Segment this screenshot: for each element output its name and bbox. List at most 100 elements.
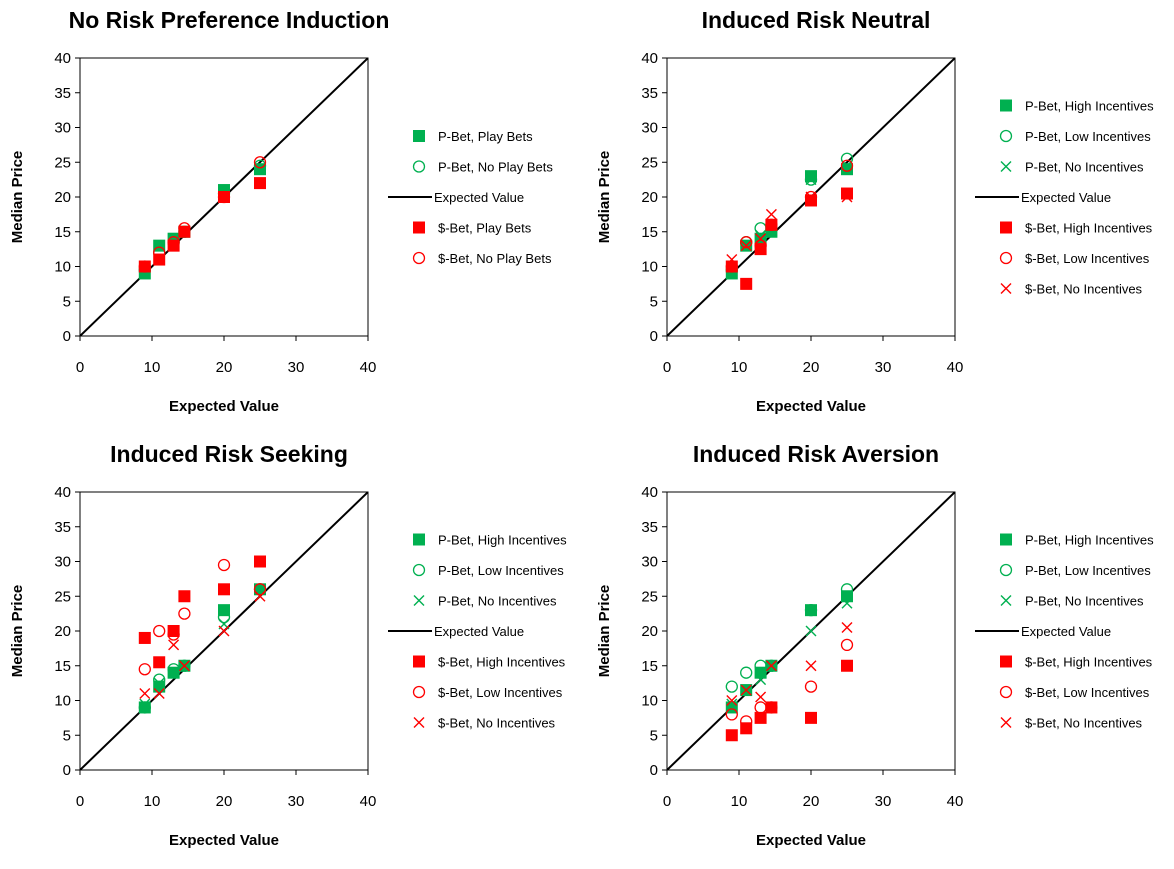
x-tick-label: 0 [663, 359, 671, 376]
point-p-bet-low-incentives [725, 680, 738, 693]
legend-label-p-bet-high-incentives: P-Bet, High Incentives [1025, 533, 1154, 548]
point-p-bet-no-incentives [139, 698, 151, 710]
y-tick-label: 0 [63, 328, 71, 345]
chart-title: Induced Risk Seeking [110, 441, 348, 467]
legend-swatch-p-bet-no-play-bets [412, 160, 426, 173]
point-p-bet-no-incentives [755, 229, 767, 241]
y-tick-label: 25 [54, 588, 71, 605]
point-dollar-bet-no-incentives [254, 590, 266, 602]
y-tick-label: 10 [641, 259, 658, 276]
point-p-bet-low-incentives [167, 663, 180, 676]
point-p-bet-low-incentives [804, 603, 818, 617]
point-dollar-bet-low-incentives [740, 236, 753, 249]
legend-label-dollar-bet-low-incentives: $-Bet, Low Incentives [1025, 251, 1150, 266]
legend-swatch-dollar-bet-no-incentives [413, 717, 425, 728]
point-dollar-bet-low-incentives [765, 701, 778, 714]
x-tick-label: 20 [803, 793, 820, 810]
y-tick-label: 0 [63, 762, 71, 779]
legend-label-dollar-bet-no-incentives: $-Bet, No Incentives [1025, 716, 1143, 731]
y-tick-label: 35 [641, 85, 658, 102]
point-p-bet-low-incentives [840, 152, 854, 165]
y-tick-label: 15 [54, 224, 71, 241]
point-dollar-bet-no-play-bets [217, 190, 231, 204]
y-tick-label: 5 [63, 727, 71, 744]
point-p-bet-high-incentives [138, 701, 151, 714]
chart-panel-no-risk-preference: No Risk Preference Induction 0 5 10 15 20 25 30… [0, 0, 587, 434]
point-dollar-bet-no-incentives [755, 233, 767, 245]
x-tick-label: 10 [144, 793, 161, 810]
legend-label-p-bet-low-incentives: P-Bet, Low Incentives [1025, 129, 1151, 144]
legend-swatch-dollar-bet-high-incentives [1000, 221, 1012, 234]
y-tick-label: 40 [54, 50, 71, 67]
point-dollar-bet-no-incentives [168, 639, 180, 651]
legend-label-expected-value: Expected Value [1021, 624, 1111, 639]
point-dollar-bet-high-incentives [153, 656, 166, 669]
point-p-bet-low-incentives [138, 701, 151, 714]
y-axis-label: Median Price [596, 151, 613, 244]
point-dollar-bet-no-incentives [841, 622, 853, 634]
y-tick-label: 25 [641, 588, 658, 605]
point-dollar-bet-low-incentives [153, 624, 166, 638]
legend: P-Bet, High Incentives P-Bet, Low Incenti… [388, 533, 567, 731]
point-p-bet-high-incentives [805, 170, 817, 183]
point-dollar-bet-high-incentives [178, 590, 191, 603]
legend-swatch-dollar-bet-no-incentives [1000, 717, 1012, 728]
legend-label-p-bet-no-incentives: P-Bet, No Incentives [438, 594, 557, 609]
y-tick-label: 40 [641, 484, 658, 501]
point-dollar-bet-play-bets [178, 225, 191, 238]
x-axis-label: Expected Value [756, 832, 866, 849]
point-dollar-bet-no-incentives [726, 254, 738, 266]
point-dollar-bet-no-incentives [740, 240, 752, 252]
point-dollar-bet-no-incentives [139, 688, 151, 700]
point-dollar-bet-low-incentives [253, 583, 267, 596]
legend-label-dollar-bet-high-incentives: $-Bet, High Incentives [438, 655, 566, 670]
y-tick-label: 40 [54, 484, 71, 501]
legend: P-Bet, High Incentives P-Bet, Low Incenti… [975, 99, 1154, 297]
legend-label-p-bet-high-incentives: P-Bet, High Incentives [438, 533, 567, 548]
x-tick-label: 40 [360, 793, 377, 810]
point-p-bet-no-play-bets [253, 159, 267, 172]
point-dollar-bet-high-incentives [754, 711, 767, 724]
point-dollar-bet-high-incentives [138, 631, 151, 644]
y-tick-label: 30 [54, 554, 71, 571]
point-dollar-bet-low-incentives [804, 190, 818, 204]
point-p-bet-low-incentives [153, 673, 166, 686]
y-tick-label: 30 [641, 554, 658, 571]
y-tick-label: 5 [650, 293, 658, 310]
legend-label-dollar-bet-no-incentives: $-Bet, No Incentives [1025, 282, 1143, 297]
legend: P-Bet, High Incentives P-Bet, Low Incenti… [975, 533, 1154, 731]
legend-swatch-dollar-bet-low-incentives [999, 251, 1013, 265]
x-tick-label: 20 [216, 793, 233, 810]
scatter-chart: Induced Risk Neutral 0 5 10 15 20 25 30 35 40 0 10 2… [596, 7, 1154, 415]
point-dollar-bet-no-play-bets [253, 156, 267, 169]
point-p-bet-low-incentives [740, 666, 753, 679]
y-axis-label: Median Price [9, 585, 26, 678]
y-tick-label: 20 [54, 623, 71, 640]
legend-label-dollar-bet-no-incentives: $-Bet, No Incentives [438, 716, 556, 731]
point-dollar-bet-high-incentives [740, 277, 753, 290]
point-dollar-bet-low-incentives [840, 159, 854, 172]
y-tick-label: 30 [54, 120, 71, 137]
legend-label-p-bet-low-incentives: P-Bet, Low Incentives [438, 563, 564, 578]
legend-swatch-dollar-bet-low-incentives [412, 685, 426, 699]
point-dollar-bet-no-incentives [153, 688, 165, 700]
point-p-bet-no-incentives [153, 677, 165, 689]
chart-panel-risk-neutral: Induced Risk Neutral 0 5 10 15 20 25 30 35 40 0 10 2… [587, 0, 1174, 434]
point-dollar-bet-no-incentives [178, 660, 190, 672]
y-tick-label: 25 [641, 154, 658, 171]
chart-panel-risk-seeking: Induced Risk Seeking 0 5 10 15 20 25 30 35 40 0 10 2… [0, 434, 587, 868]
legend-label-p-bet-high-incentives: P-Bet, High Incentives [1025, 99, 1154, 114]
scatter-chart: No Risk Preference Induction 0 5 10 15 20 25 30… [9, 7, 553, 415]
y-tick-label: 35 [54, 85, 71, 102]
legend-swatch-p-bet-no-incentives [413, 595, 425, 606]
legend-swatch-dollar-bet-play-bets [413, 221, 425, 234]
point-dollar-bet-play-bets [254, 177, 266, 190]
point-p-bet-high-incentives [805, 604, 817, 617]
x-tick-label: 30 [875, 359, 892, 376]
x-tick-label: 0 [663, 793, 671, 810]
point-dollar-bet-no-incentives [805, 660, 817, 672]
point-dollar-bet-no-incentives [726, 695, 738, 706]
point-p-bet-low-incentives [765, 659, 778, 672]
x-tick-label: 30 [288, 359, 305, 376]
legend-label-dollar-bet-high-incentives: $-Bet, High Incentives [1025, 221, 1153, 236]
